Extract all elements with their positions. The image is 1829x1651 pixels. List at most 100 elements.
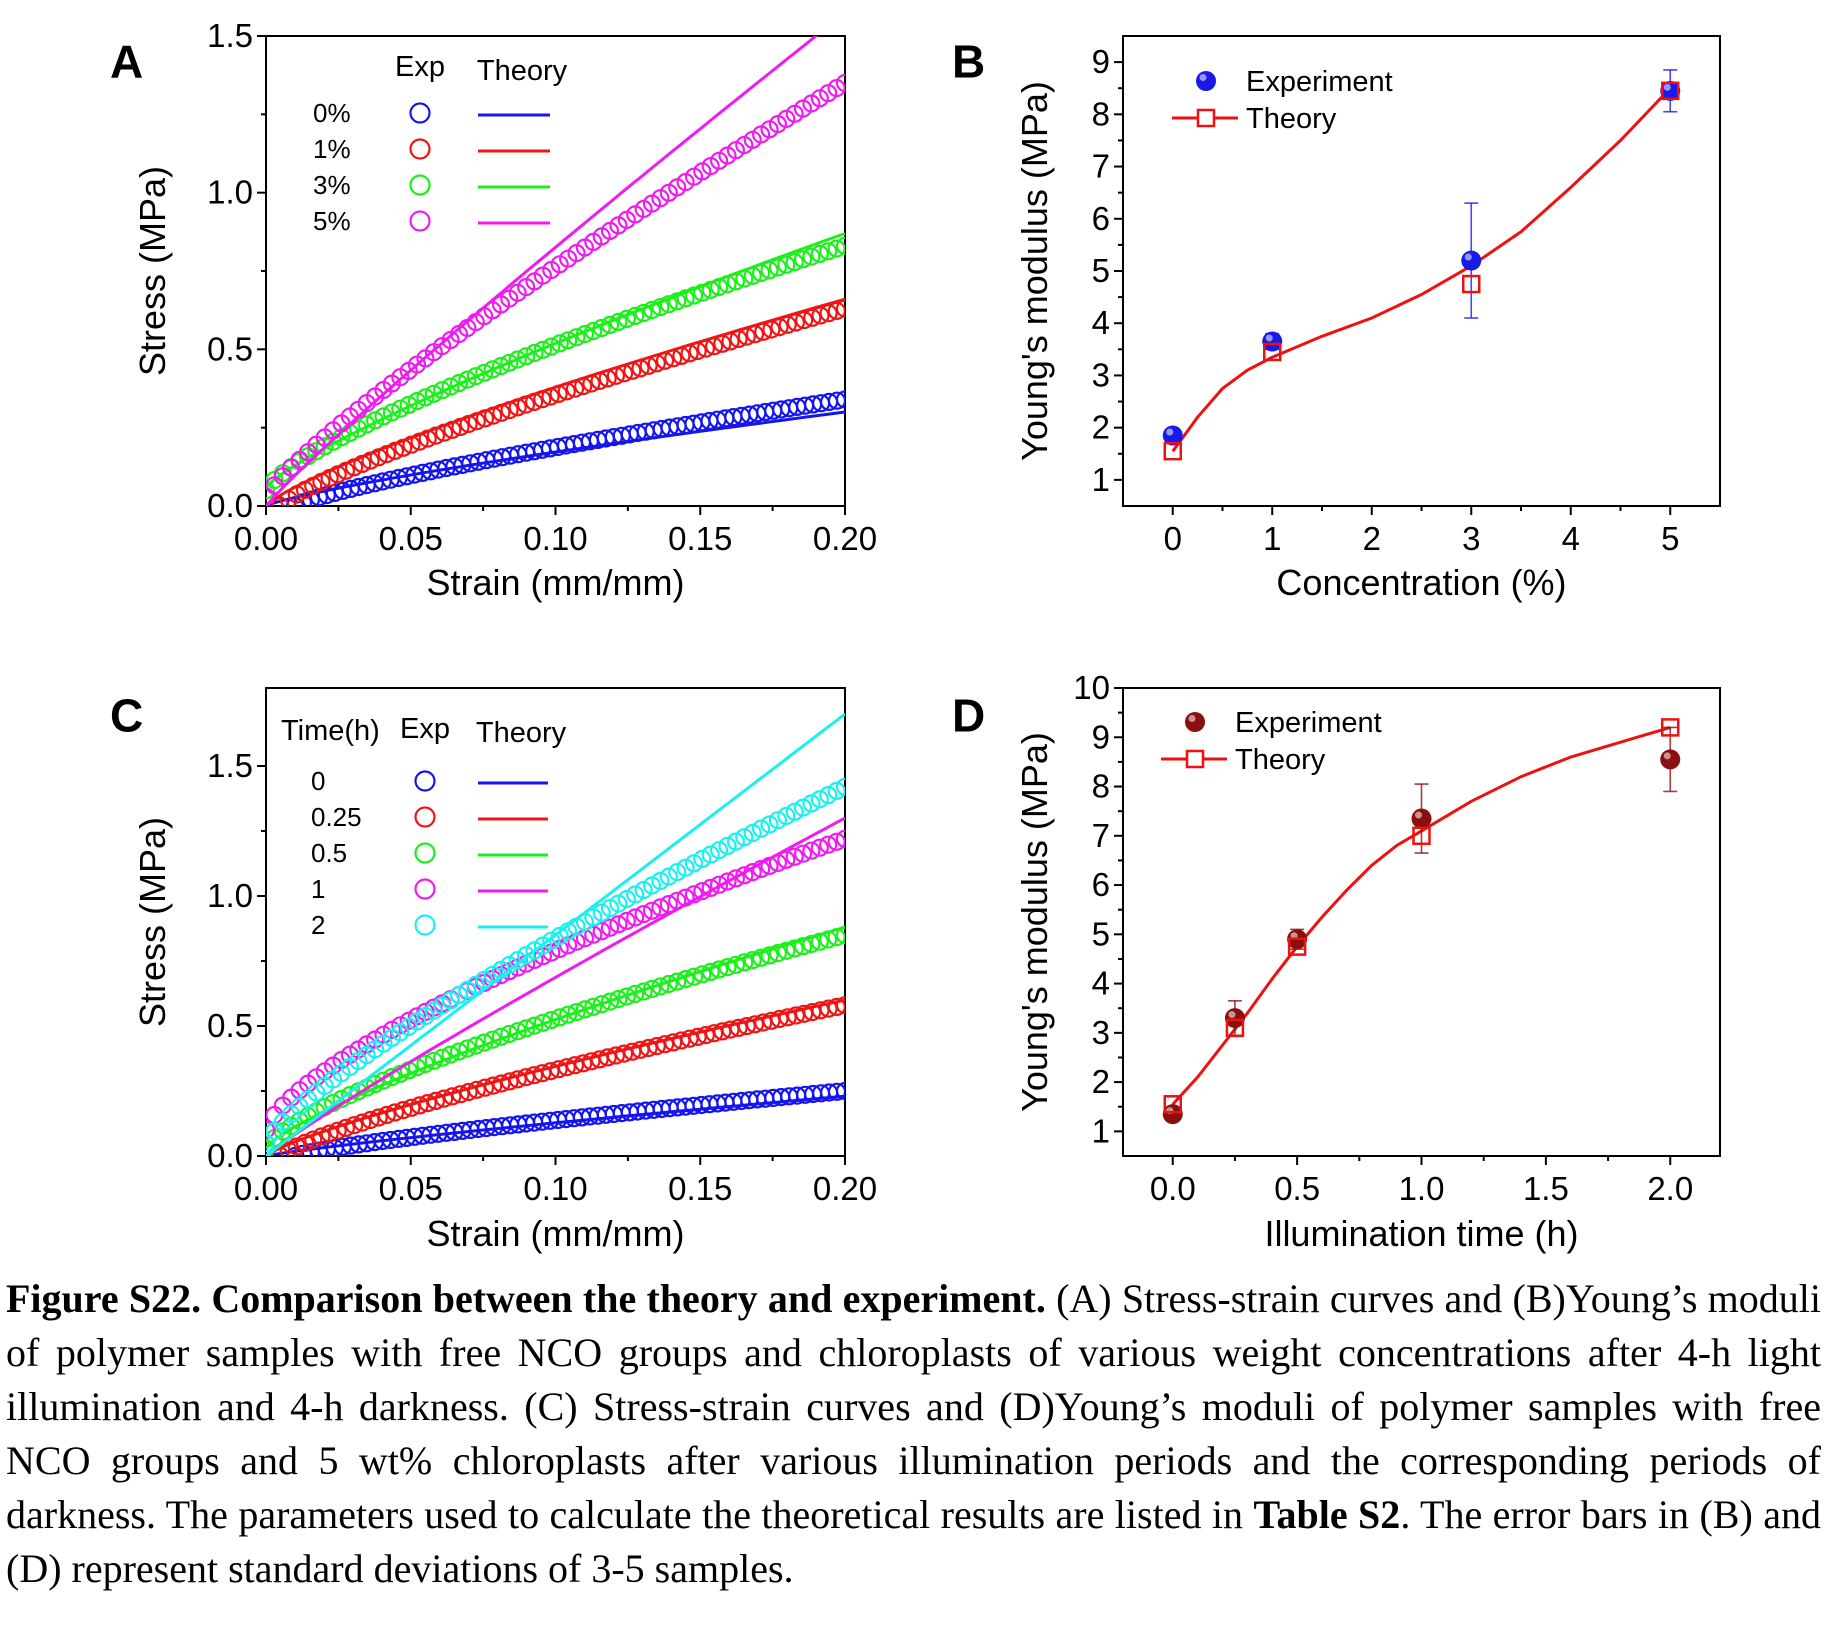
exp-point-c-1 <box>336 1118 355 1138</box>
exp-point-a-2 <box>382 403 401 422</box>
exp-point-c-4 <box>726 832 746 851</box>
exp-point-a-0 <box>827 391 845 410</box>
exp-point-c-4 <box>642 876 662 895</box>
exp-point-a-1 <box>598 369 617 388</box>
y-axis-label-b: Young's modulus (MPa) <box>1014 81 1055 461</box>
exp-point-c-1 <box>418 1093 437 1113</box>
exp-point-a-1 <box>410 432 429 451</box>
legend-theory-marker-d <box>1185 749 1205 769</box>
exp-point-a-2 <box>558 331 578 350</box>
exp-point-c-1 <box>361 1110 380 1130</box>
caption-text-1: (A) Stress-strain curves and (B)Young’s … <box>6 1276 1821 1537</box>
exp-point-c-2 <box>483 1030 502 1049</box>
exp-point-c-2 <box>743 950 762 970</box>
exp-point-c-4 <box>735 828 754 847</box>
legend-exp-marker-a-0 <box>409 102 431 124</box>
exp-point-a-2 <box>399 395 418 414</box>
x-tick-label-a: 0.00 <box>234 520 298 557</box>
exp-point-c-3 <box>802 841 821 860</box>
legend-exp-marker-a-3 <box>409 210 431 232</box>
exp-point-c-4 <box>659 867 678 886</box>
exp-point-c-3 <box>266 1120 276 1140</box>
exp-point-c-4 <box>819 785 838 805</box>
y-tick-label-d: 8 <box>1092 768 1110 805</box>
theory-line-c-3 <box>266 816 845 1156</box>
exp-point-a-2 <box>592 318 611 338</box>
legend-exp-marker-c-3 <box>414 878 436 900</box>
legend-label-c-2: 0.5 <box>311 838 347 868</box>
exp-point-c-2 <box>433 1048 452 1067</box>
exp-point-a-2 <box>793 250 813 269</box>
exp-point-a-1 <box>361 451 380 470</box>
exp-point-a-2 <box>642 300 662 320</box>
exp-point-c-2 <box>684 967 704 986</box>
exp-point-a-1 <box>827 301 845 320</box>
exp-point-c-1 <box>533 1064 552 1083</box>
exp-point-c-1 <box>549 1060 568 1079</box>
exp-point-c-1 <box>574 1054 593 1073</box>
legend-experiment-label-b: Experiment <box>1246 66 1393 98</box>
exp-point-c-1 <box>598 1048 617 1067</box>
exp-point-a-1 <box>418 429 437 448</box>
exp-point-a-1 <box>369 448 388 467</box>
exp-point-c-4 <box>701 845 720 864</box>
exp-point-a-1 <box>590 371 609 390</box>
exp-point-c-4 <box>743 823 762 843</box>
figure-canvas: A0.00 0.05 0.10 0.15 0.200.00.51.01.5Strain … <box>110 17 1721 1254</box>
legend-title-c: Time(h) <box>281 715 380 747</box>
exp-point-a-2 <box>819 242 838 261</box>
exp-point-a-1 <box>345 458 364 477</box>
exp-point-a-3 <box>835 73 845 93</box>
experiment-highlight-b <box>1166 428 1174 436</box>
exp-point-c-1 <box>467 1080 486 1099</box>
exp-point-a-2 <box>827 239 845 258</box>
exp-point-c-2 <box>508 1022 527 1041</box>
x-tick-label-d: 2.0 <box>1647 1170 1693 1207</box>
exp-point-a-1 <box>394 438 413 457</box>
exp-point-a-2 <box>266 481 276 500</box>
exp-point-a-1 <box>402 435 421 454</box>
y-axis-label-d: Young's modulus (MPa) <box>1014 732 1055 1112</box>
exp-point-a-2 <box>709 277 729 297</box>
exp-point-c-1 <box>492 1074 511 1093</box>
exp-point-c-4 <box>802 794 821 813</box>
exp-point-a-1 <box>328 465 347 484</box>
exp-point-c-2 <box>785 939 804 958</box>
exp-point-a-2 <box>575 325 595 344</box>
exp-point-c-2 <box>491 1027 511 1046</box>
x-tick-label-b: 0 <box>1164 520 1182 557</box>
y-tick-label-d: 2 <box>1092 1063 1110 1100</box>
exp-point-c-1 <box>287 1137 306 1156</box>
exp-point-c-2 <box>567 1002 586 1022</box>
exp-point-c-4 <box>600 898 620 918</box>
exp-point-c-1 <box>729 1018 748 1038</box>
caption-text-2: . The error bars in (B) and (D) represen… <box>6 1492 1822 1591</box>
exp-point-c-2 <box>466 1036 485 1055</box>
exp-point-a-1 <box>729 329 748 349</box>
exp-point-c-2 <box>542 1010 561 1030</box>
exp-point-c-1 <box>794 1004 814 1023</box>
x-tick-label-c: 0.20 <box>813 1170 877 1207</box>
exp-point-c-4 <box>266 1133 276 1153</box>
theory-point-d <box>1287 937 1307 956</box>
exp-point-a-2 <box>668 292 687 311</box>
figure-caption: Figure S22. Comparison between the theor… <box>6 1272 1821 1596</box>
exp-point-a-2 <box>542 337 561 356</box>
y-tick-label-d: 5 <box>1092 915 1110 952</box>
y-tick-label-b: 9 <box>1092 43 1110 80</box>
exp-point-a-1 <box>475 409 495 428</box>
exp-point-c-4 <box>634 880 653 900</box>
x-tick-label-b: 5 <box>1661 520 1679 557</box>
exp-point-c-4 <box>768 811 788 830</box>
exp-point-a-1 <box>304 476 323 495</box>
exp-point-a-1 <box>680 344 699 363</box>
exp-point-c-1 <box>426 1091 445 1111</box>
exp-point-c-2 <box>760 946 779 965</box>
exp-point-c-2 <box>374 1071 393 1090</box>
exp-point-c-4 <box>751 819 771 838</box>
exp-point-a-2 <box>500 353 519 372</box>
exp-point-c-1 <box>557 1058 576 1077</box>
exp-point-c-3 <box>609 915 628 934</box>
exp-point-a-2 <box>609 312 628 331</box>
exp-point-c-3 <box>684 885 704 904</box>
